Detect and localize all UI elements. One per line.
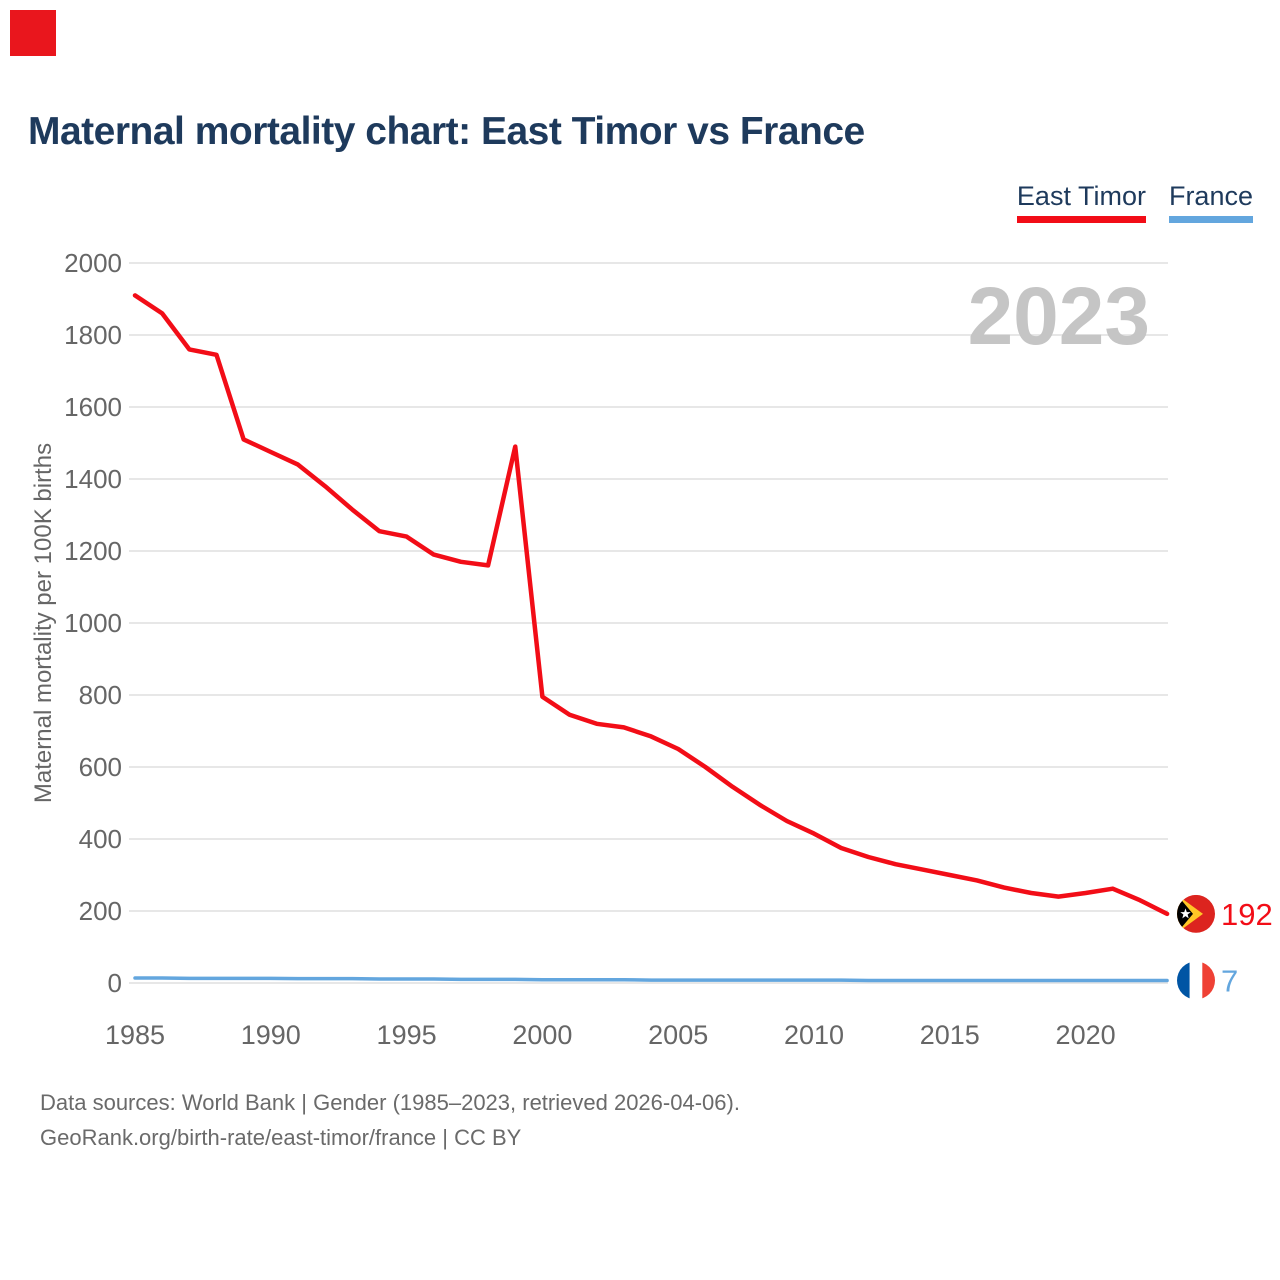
x-tick-label: 2015 (920, 1020, 980, 1050)
y-tick-label: 1000 (64, 608, 122, 638)
page-title: Maternal mortality chart: East Timor vs … (28, 110, 865, 153)
y-tick-label: 400 (79, 824, 122, 854)
y-tick-label: 800 (79, 680, 122, 710)
y-tick-label: 200 (79, 896, 122, 926)
y-tick-label: 1200 (64, 536, 122, 566)
calibration-square (10, 10, 56, 56)
series-line-east-timor (132, 293, 1170, 917)
footer-source-line: Data sources: World Bank | Gender (1985–… (40, 1090, 740, 1115)
y-tick-label: 600 (79, 752, 122, 782)
footer: Data sources: World Bank | Gender (1985–… (40, 1085, 740, 1155)
y-tick-label: 0 (108, 968, 122, 998)
east-timor-flag-icon (1177, 894, 1215, 933)
x-tick-label: 2020 (1056, 1020, 1116, 1050)
x-tick-label: 1990 (241, 1020, 301, 1050)
end-value-east-timor: 192 (1221, 897, 1273, 932)
y-tick-label: 2000 (64, 248, 122, 278)
y-tick-label: 1800 (64, 320, 122, 350)
france-flag-icon (1177, 961, 1215, 1000)
x-tick-label: 1995 (377, 1020, 437, 1050)
x-tick-label: 1985 (105, 1020, 165, 1050)
end-value-france: 7 (1221, 963, 1238, 998)
legend-item-east-timor[interactable]: East Timor (1016, 181, 1146, 223)
footer-attribution-line: GeoRank.org/birth-rate/east-timor/france… (40, 1125, 522, 1150)
x-tick-label: 2010 (784, 1020, 844, 1050)
legend: East Timor France (1016, 181, 1253, 223)
x-tick-label: 2005 (648, 1020, 708, 1050)
watermark: 2023 (968, 271, 1150, 362)
legend-item-france[interactable]: France (1168, 181, 1253, 223)
x-tick-label: 2000 (512, 1020, 572, 1050)
y-tick-label: 1600 (64, 392, 122, 422)
y-tick-label: 1400 (64, 464, 122, 494)
series-line-france (133, 976, 1169, 983)
